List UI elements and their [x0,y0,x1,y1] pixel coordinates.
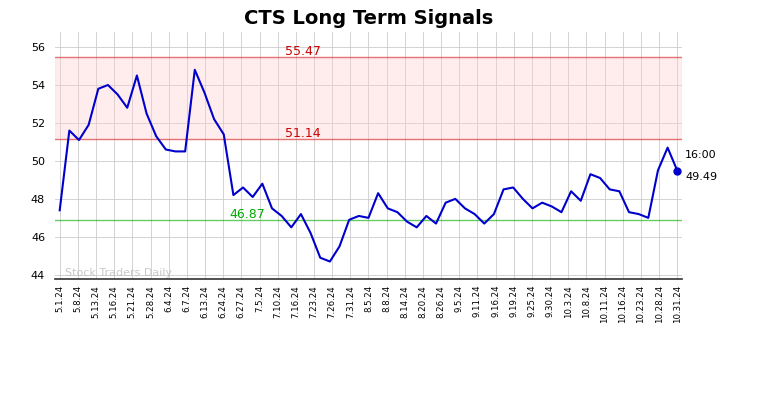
Text: 16:00: 16:00 [685,150,717,160]
Text: 49.49: 49.49 [685,172,717,183]
Text: 46.87: 46.87 [229,209,265,221]
Title: CTS Long Term Signals: CTS Long Term Signals [244,8,493,27]
Text: 51.14: 51.14 [285,127,321,140]
Text: 55.47: 55.47 [285,45,321,58]
Bar [55,57,682,139]
Text: Stock Traders Daily: Stock Traders Daily [64,268,172,278]
